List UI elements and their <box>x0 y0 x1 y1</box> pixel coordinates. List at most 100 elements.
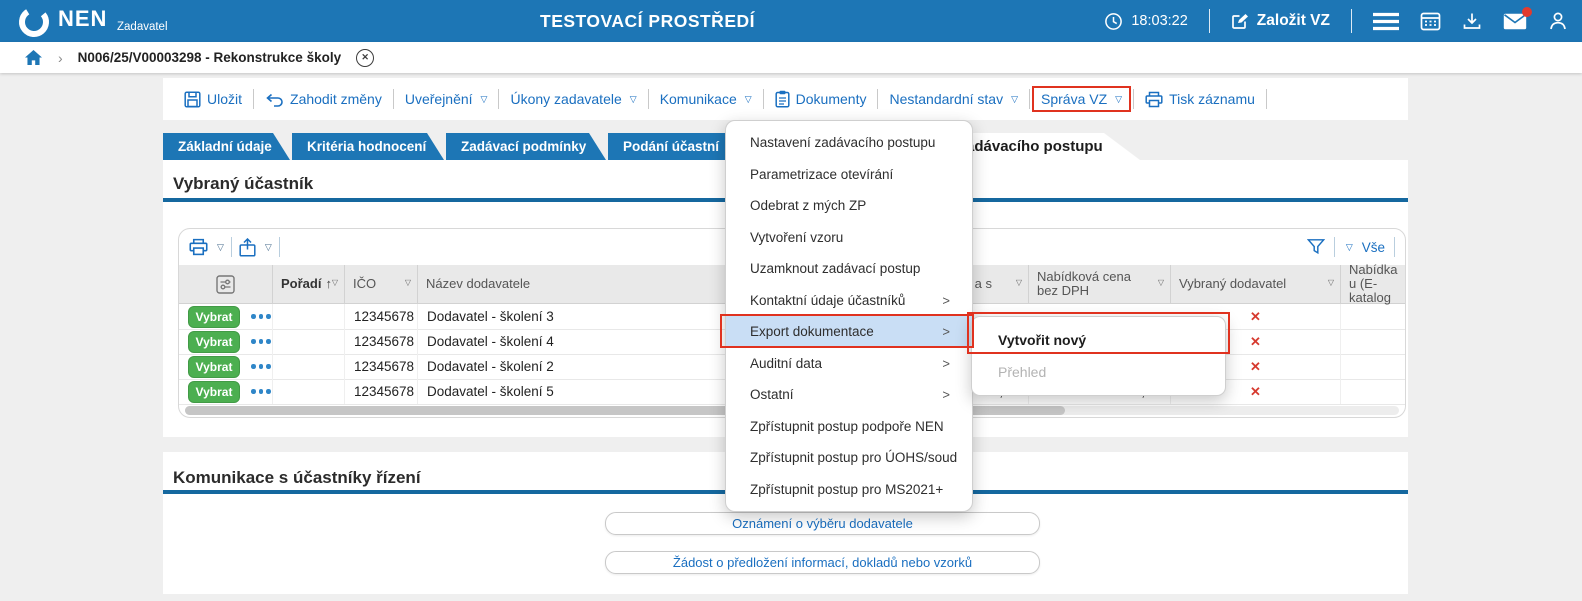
documents-button[interactable]: Dokumenty <box>764 90 878 108</box>
menu-item-auditni-data[interactable]: Auditní data > <box>726 348 972 380</box>
menu-item-export-dokumentace[interactable]: Export dokumentace > <box>726 316 972 348</box>
divider <box>230 237 232 257</box>
menu-item-zpristupnit-uohs-soud[interactable]: Zpřístupnit postup pro ÚOHS/soud <box>726 442 972 474</box>
chevron-down-icon: ▽ <box>629 93 637 104</box>
cell-poradi <box>273 329 345 354</box>
menu-item-zpristupnit-ms2021[interactable]: Zpřístupnit postup pro MS2021+ <box>726 474 972 506</box>
column-header-vybrany-dodavatel[interactable]: Vybraný dodavatel ▽ <box>1171 265 1341 303</box>
communication-label: Komunikace <box>659 91 737 107</box>
menu-item-vytvoreni-vzoru[interactable]: Vytvoření vzoru <box>726 222 972 254</box>
print-record-button[interactable]: Tisk záznamu <box>1134 91 1266 108</box>
create-vz-button[interactable]: Založit VZ <box>1231 12 1330 30</box>
submenu-item-vytvorit-novy[interactable]: Vytvořit nový <box>972 324 1225 356</box>
column-settings-icon[interactable] <box>216 274 235 294</box>
filter-chevron-icon[interactable]: ▽ <box>1157 278 1164 287</box>
save-button[interactable]: Uložit <box>173 90 253 108</box>
scrollbar-thumb[interactable] <box>185 406 1065 415</box>
tab-zakladni-udaje[interactable]: Základní údaje <box>163 133 290 160</box>
chevron-down-icon[interactable]: ▽ <box>264 241 272 252</box>
tab-label: adávacího postupu <box>966 138 1103 155</box>
contracting-actions-menu-button[interactable]: Úkony zadavatele ▽ <box>499 91 647 107</box>
filter-chevron-icon[interactable]: ▽ <box>1015 278 1022 287</box>
menu-item-uzamknout-zadavaci-postup[interactable]: Uzamknout zadávací postup <box>726 253 972 285</box>
chevron-down-icon[interactable]: ▽ <box>217 241 224 252</box>
menu-item-zpristupnit-podpore-nen[interactable]: Zpřístupnit postup podpoře NEN <box>726 411 972 443</box>
more-options-icon[interactable] <box>251 389 271 394</box>
print-record-label: Tisk záznamu <box>1169 91 1255 107</box>
nen-logo-icon[interactable] <box>16 4 52 40</box>
divider <box>1394 237 1395 257</box>
select-button[interactable]: Vybrat <box>188 305 240 328</box>
manage-vz-menu-button[interactable]: Správa VZ ▽ <box>1032 86 1132 112</box>
column-label: Název dodavatele <box>426 275 531 291</box>
more-options-icon[interactable] <box>251 364 271 369</box>
menu-item-ostatni[interactable]: Ostatní > <box>726 379 972 411</box>
publish-menu-button[interactable]: Uveřejnění ▽ <box>394 91 499 107</box>
more-options-icon[interactable] <box>251 314 271 319</box>
cell-selected-supplier: ✕ <box>1171 354 1341 379</box>
filter-icon[interactable] <box>1306 238 1325 256</box>
main-menu-icon[interactable] <box>1373 12 1399 31</box>
submenu-item-prehled: Přehled <box>972 356 1225 388</box>
not-selected-icon: ✕ <box>1250 383 1261 399</box>
divider <box>762 89 764 109</box>
cell-ico: 12345678 <box>345 379 418 404</box>
column-header-poradi[interactable]: Pořadí ↑ ▽ <box>273 265 345 303</box>
request-for-information-button[interactable]: Žádost o předložení informací, dokladů n… <box>605 551 1040 574</box>
cell-poradi <box>273 304 345 329</box>
chevron-down-icon: ▽ <box>1011 93 1019 104</box>
tab-zadavaci-podminky[interactable]: Zadávací podmínky <box>446 133 606 160</box>
menu-item-label: Zpřístupnit postup pro ÚOHS/soud <box>750 450 958 466</box>
cell-selected-supplier: ✕ <box>1171 304 1341 329</box>
divider <box>1333 237 1335 257</box>
breadcrumb-record[interactable]: N006/25/V00003298 - Rekonstrukce školy <box>77 50 342 65</box>
row-actions: Vybrat <box>179 304 273 329</box>
clock-icon <box>1104 12 1123 31</box>
select-button[interactable]: Vybrat <box>188 330 240 353</box>
close-record-icon[interactable]: ✕ <box>356 48 375 67</box>
filter-chevron-icon[interactable]: ▽ <box>331 278 338 287</box>
app-name[interactable]: NEN <box>58 6 108 31</box>
menu-item-kontaktni-udaje-ucastniku[interactable]: Kontaktní údaje účastníků > <box>726 285 972 317</box>
divider <box>498 89 500 109</box>
select-button[interactable]: Vybrat <box>188 380 240 403</box>
filter-chevron-icon[interactable]: ▽ <box>404 278 411 287</box>
messages-icon[interactable] <box>1503 6 1532 30</box>
column-label: Nabídka u (E-katalog <box>1349 261 1398 306</box>
user-role-label: Zadavatel <box>117 21 168 33</box>
menu-item-label: Auditní data <box>750 355 823 371</box>
menu-item-label: Odebrat z mých ZP <box>750 198 867 214</box>
column-settings-header[interactable] <box>179 265 273 303</box>
menu-item-label: Vytvoření vzoru <box>750 229 844 245</box>
user-profile-icon[interactable] <box>1548 11 1568 31</box>
nonstandard-state-menu-button[interactable]: Nestandardní stav ▽ <box>878 91 1029 107</box>
chevron-down-icon[interactable]: ▽ <box>1345 241 1353 252</box>
column-header-cena-bez-dph[interactable]: Nabídková cena bez DPH ▽ <box>1029 265 1171 303</box>
menu-item-nastaveni-zadavaciho-postupu[interactable]: Nastavení zadávacího postupu <box>726 127 972 159</box>
column-header-ico[interactable]: IČO ▽ <box>345 265 418 303</box>
download-icon[interactable] <box>1462 11 1482 31</box>
cell-ico: 12345678 <box>345 329 418 354</box>
menu-item-parametrizace-otevirani[interactable]: Parametrizace otevírání <box>726 159 972 191</box>
undo-icon <box>265 92 284 107</box>
select-button[interactable]: Vybrat <box>188 355 240 378</box>
menu-item-odebrat-z-mych-zp[interactable]: Odebrat z mých ZP <box>726 190 972 222</box>
print-grid-icon[interactable] <box>189 238 208 256</box>
calendar-icon[interactable] <box>1420 11 1441 31</box>
filter-chevron-icon[interactable]: ▽ <box>1327 278 1334 287</box>
column-header-nabidka[interactable]: Nabídka u (E-katalog <box>1341 261 1405 306</box>
menu-item-label: Ostatní <box>750 387 794 403</box>
filter-all-dropdown[interactable]: Vše <box>1361 239 1385 255</box>
clock-widget: 18:03:22 <box>1104 12 1188 31</box>
notice-of-supplier-selection-button[interactable]: Oznámení o výběru dodavatele <box>605 512 1040 535</box>
export-grid-icon[interactable] <box>239 237 256 257</box>
more-options-icon[interactable] <box>251 339 271 344</box>
discard-changes-button[interactable]: Zahodit změny <box>254 91 393 107</box>
home-icon[interactable] <box>24 49 43 66</box>
communication-menu-button[interactable]: Komunikace ▽ <box>649 91 763 107</box>
tab-kriteria-hodnoceni[interactable]: Kritéria hodnocení <box>292 133 444 160</box>
grid-filter-controls: ▽ Vše <box>1306 229 1395 265</box>
column-header-cena-s-dph[interactable]: a s ▽ <box>873 265 1029 303</box>
divider <box>647 89 649 109</box>
